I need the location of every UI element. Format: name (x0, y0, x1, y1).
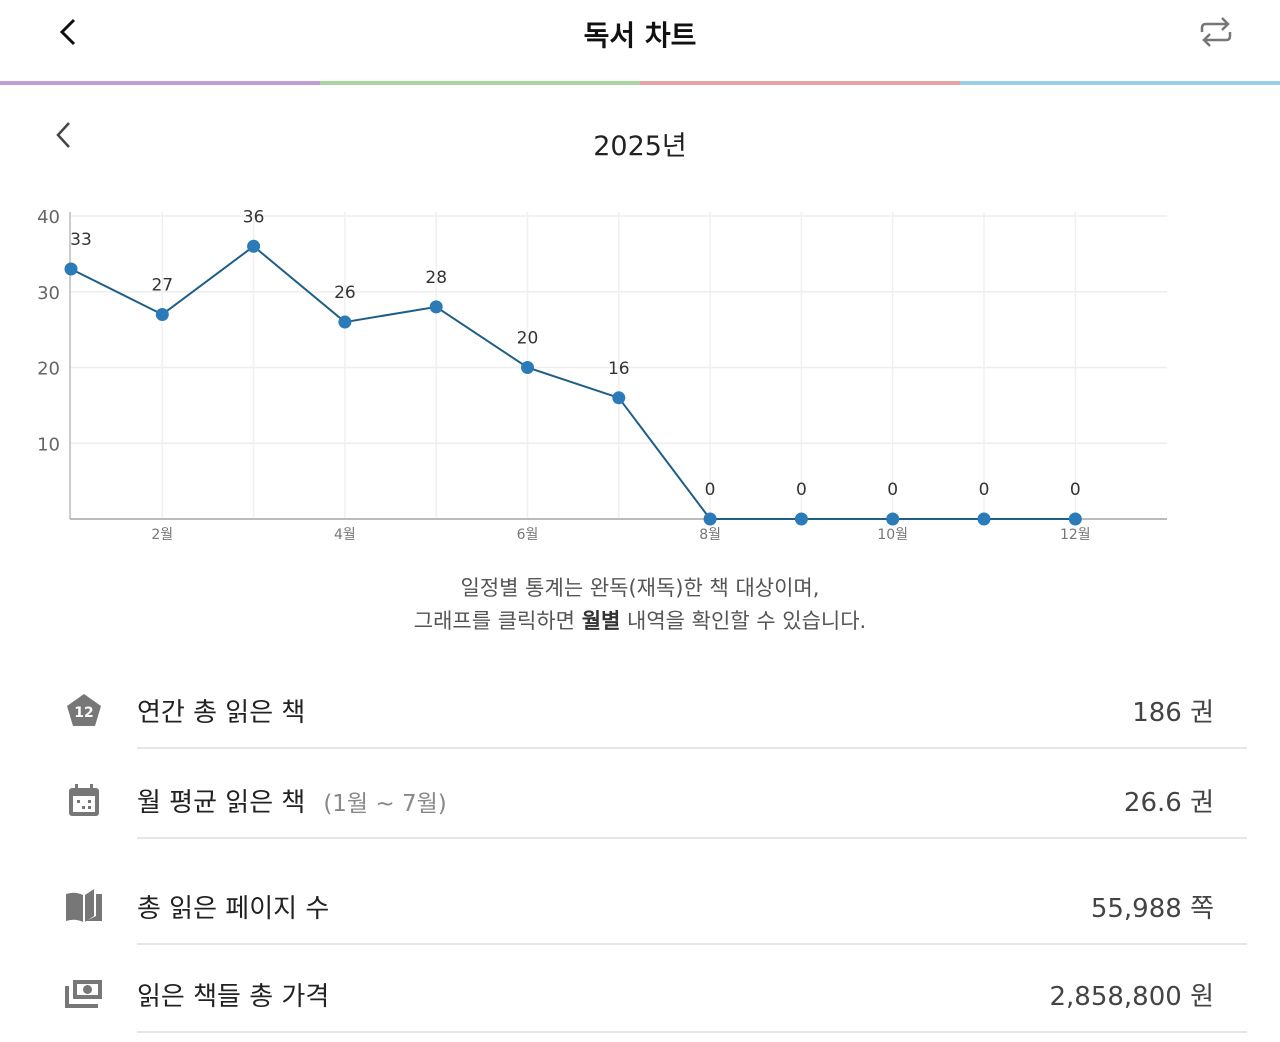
data-point[interactable] (247, 239, 261, 253)
data-label: 26 (334, 283, 356, 303)
divider (137, 943, 1247, 945)
data-label: 0 (705, 480, 716, 500)
stat-label: 총 읽은 페이지 수 (137, 894, 330, 924)
divider (137, 747, 1247, 749)
note-text: 그래프를 클릭하면 (413, 609, 582, 633)
year-label: 2025년 (593, 131, 687, 162)
money-icon (65, 980, 102, 1008)
stat-row-monthly-average: 월 평균 읽은 책 (1월 ~ 7월) 26.6 권 (0, 770, 1280, 839)
data-point[interactable] (338, 315, 352, 329)
x-tick-label: 2월 (151, 527, 173, 543)
chevron-left-icon (56, 122, 70, 148)
stat-label: 읽은 책들 총 가격 (137, 982, 330, 1012)
repeat-icon (1200, 17, 1232, 47)
y-tick-label: 40 (37, 207, 60, 228)
series-line (70, 245, 1076, 520)
x-tick-label: 4월 (334, 527, 356, 543)
x-tick-label: 12월 (1060, 527, 1091, 543)
stat-period: (1월 ~ 7월) (323, 791, 447, 817)
data-label: 28 (425, 268, 447, 288)
data-label: 0 (796, 480, 807, 500)
x-tick-label: 6월 (517, 527, 539, 543)
data-point[interactable] (612, 391, 626, 405)
y-tick-label: 20 (37, 359, 60, 380)
stat-value: 26.6 권 (1123, 788, 1214, 818)
monthly-line-chart[interactable]: 10 20 30 40 2월 4월 6월 8월 10월 12월 33 27 36 26 28 20 16 0 0 0 0… (0, 200, 1280, 550)
data-point[interactable] (886, 512, 900, 526)
data-point[interactable] (794, 512, 808, 526)
stat-row-total-pages: 총 읽은 페이지 수 55,988 쪽 (0, 876, 1280, 945)
back-button[interactable] (52, 12, 92, 52)
stat-label: 월 평균 읽은 책 (1월 ~ 7월) (137, 782, 447, 819)
stat-value: 186 권 (1132, 698, 1214, 728)
x-tick-label: 10월 (877, 527, 908, 543)
stat-row-total-price: 읽은 책들 총 가격 2,858,800 원 (0, 964, 1280, 1033)
page-title: 독서 차트 (583, 19, 697, 52)
data-label: 20 (517, 329, 539, 349)
divider (137, 837, 1247, 839)
data-point[interactable] (155, 307, 169, 321)
pentagon-12-icon: 12 (67, 694, 101, 726)
stat-label: 연간 총 읽은 책 (137, 698, 306, 728)
data-label: 0 (979, 480, 990, 500)
tab-strip-1 (0, 81, 320, 85)
x-tick-label: 8월 (699, 527, 721, 543)
stat-row-yearly-books: 12 연간 총 읽은 책 186 권 (0, 680, 1280, 749)
data-point[interactable] (521, 361, 534, 374)
previous-year-button[interactable] (50, 118, 80, 154)
data-point[interactable] (977, 512, 991, 526)
stat-value: 55,988 쪽 (1090, 894, 1214, 924)
tab-strip-4 (960, 81, 1280, 85)
note-line-2: 그래프를 클릭하면 월별 내역을 확인할 수 있습니다. (0, 605, 1280, 638)
chart-note: 일정별 통계는 완독(재독)한 책 대상이며, 그래프를 클릭하면 월별 내역을… (0, 572, 1280, 638)
note-bold: 월별 (581, 609, 621, 633)
chevron-left-icon (59, 18, 76, 46)
tab-strip-3 (640, 81, 960, 85)
y-tick-label: 10 (37, 434, 60, 455)
data-label: 16 (608, 359, 630, 379)
data-label: 0 (1070, 480, 1081, 500)
note-line-1: 일정별 통계는 완독(재독)한 책 대상이며, (460, 576, 820, 600)
open-book-icon (66, 889, 102, 922)
data-point[interactable] (429, 300, 443, 314)
svg-text:12: 12 (74, 705, 93, 721)
data-label: 0 (887, 480, 898, 500)
top-bar: 독서 차트 (0, 0, 1280, 82)
data-label: 27 (151, 275, 173, 295)
divider (137, 1031, 1247, 1033)
data-label: 33 (70, 230, 92, 250)
tab-strip-2 (320, 81, 640, 85)
stat-label-text: 월 평균 읽은 책 (137, 788, 306, 818)
data-point[interactable] (64, 262, 78, 276)
data-point[interactable] (703, 512, 717, 526)
calendar-icon (69, 784, 99, 816)
stat-value: 2,858,800 원 (1049, 982, 1214, 1012)
refresh-button[interactable] (1196, 12, 1236, 52)
data-label: 36 (243, 207, 265, 227)
note-text: 내역을 확인할 수 있습니다. (620, 609, 867, 633)
data-point[interactable] (1068, 512, 1082, 526)
y-tick-label: 30 (37, 283, 60, 304)
